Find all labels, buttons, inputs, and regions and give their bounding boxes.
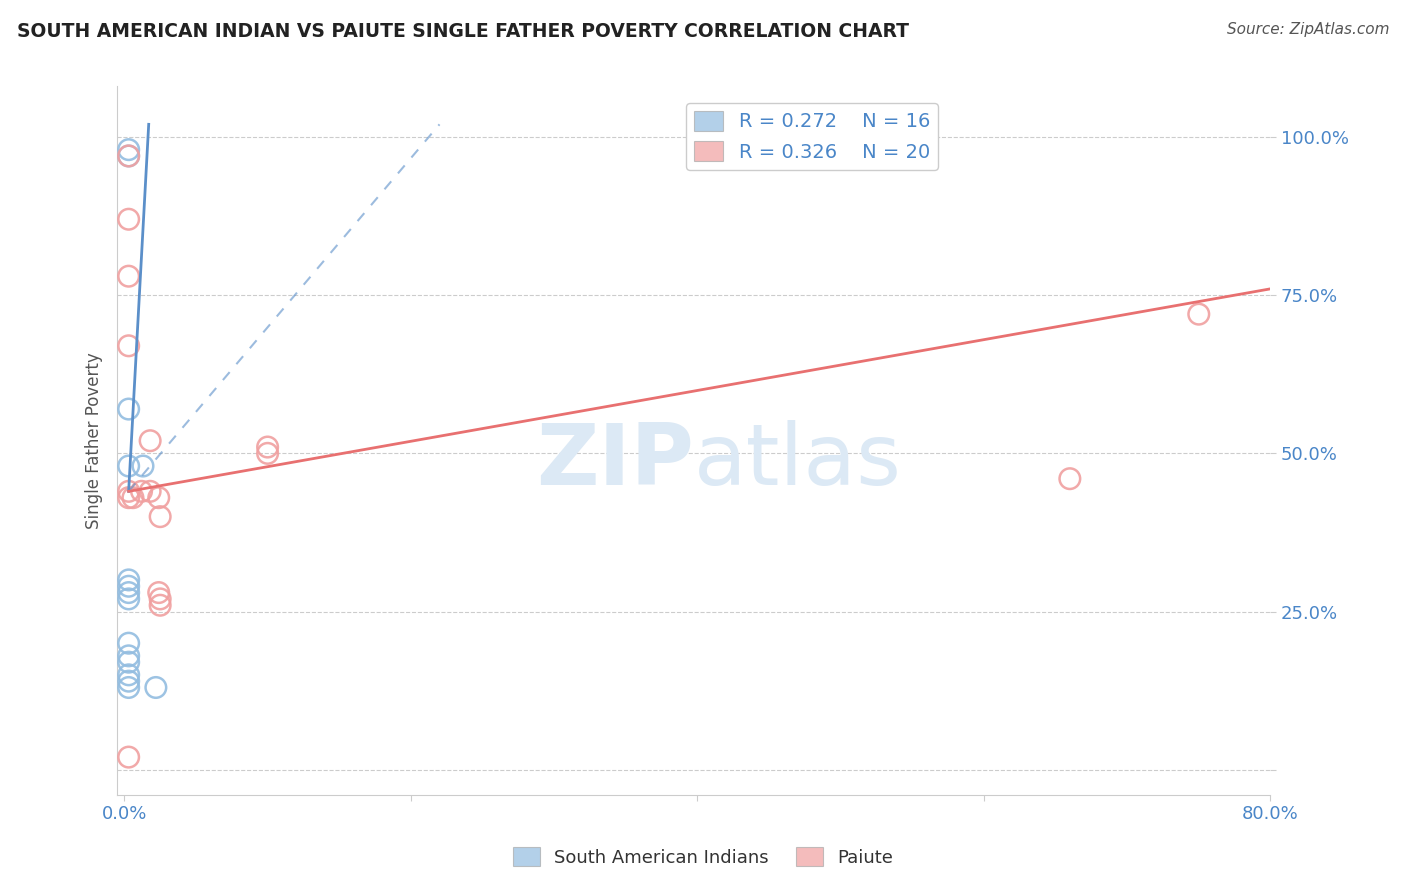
Point: [1059, 472, 1081, 486]
Point: [118, 591, 141, 606]
Point: [118, 579, 141, 593]
Legend: South American Indians, Paiute: South American Indians, Paiute: [506, 840, 900, 874]
Point: [118, 655, 141, 669]
Y-axis label: Single Father Poverty: Single Father Poverty: [86, 352, 103, 529]
Text: atlas: atlas: [693, 420, 901, 503]
Point: [145, 681, 167, 695]
Point: [118, 149, 141, 163]
Point: [118, 212, 141, 227]
Point: [118, 681, 141, 695]
Point: [139, 484, 162, 499]
Point: [148, 491, 170, 505]
Point: [118, 339, 141, 353]
Point: [118, 143, 141, 157]
Point: [118, 269, 141, 284]
Point: [118, 149, 141, 163]
Point: [139, 434, 162, 448]
Point: [256, 446, 278, 460]
Point: [131, 484, 153, 499]
Point: [149, 509, 172, 524]
Point: [148, 585, 170, 599]
Point: [118, 585, 141, 599]
Point: [149, 591, 172, 606]
Point: [132, 458, 155, 473]
Point: [122, 491, 145, 505]
Point: [118, 750, 141, 764]
Point: [118, 484, 141, 499]
Legend: R = 0.272    N = 16, R = 0.326    N = 20: R = 0.272 N = 16, R = 0.326 N = 20: [686, 103, 938, 169]
Point: [118, 668, 141, 682]
Point: [118, 648, 141, 663]
Point: [118, 458, 141, 473]
Point: [256, 440, 278, 454]
Point: [118, 491, 141, 505]
Text: SOUTH AMERICAN INDIAN VS PAIUTE SINGLE FATHER POVERTY CORRELATION CHART: SOUTH AMERICAN INDIAN VS PAIUTE SINGLE F…: [17, 22, 908, 41]
Point: [1188, 307, 1211, 321]
Text: ZIP: ZIP: [536, 420, 693, 503]
Point: [118, 636, 141, 650]
Point: [118, 674, 141, 689]
Point: [118, 573, 141, 587]
Point: [118, 402, 141, 417]
Point: [149, 599, 172, 613]
Text: Source: ZipAtlas.com: Source: ZipAtlas.com: [1226, 22, 1389, 37]
